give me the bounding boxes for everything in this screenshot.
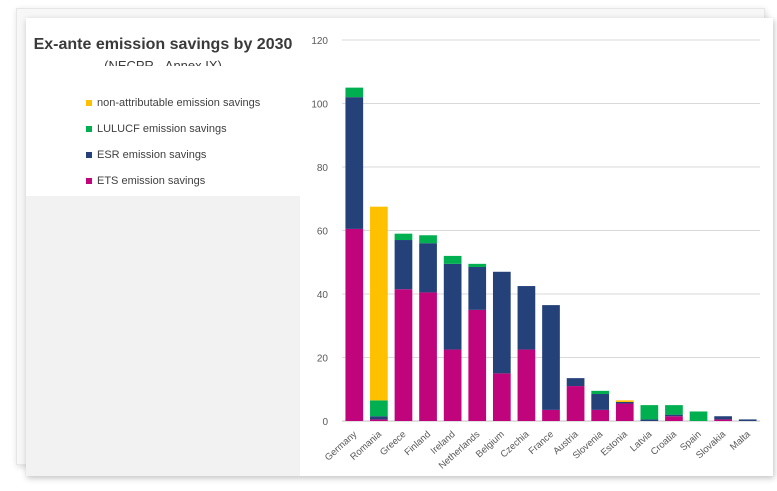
bar-segment	[714, 419, 732, 421]
x-tick-label: Croatia	[649, 429, 680, 458]
bar-segment	[640, 419, 659, 421]
bar-segment	[394, 233, 413, 241]
x-tick-label: France	[527, 429, 556, 457]
bar-segment	[665, 414, 683, 417]
legend-item-ets: ETS emission savings	[86, 175, 205, 187]
bar-segment	[665, 416, 683, 421]
bar-segment	[468, 263, 487, 268]
bar-segment	[591, 394, 610, 410]
bar-segment	[615, 400, 634, 402]
y-tick-label: 0	[322, 417, 328, 428]
bar-segment	[443, 255, 462, 264]
legend-label-esr: ESR emission savings	[97, 149, 207, 161]
bar-segment	[443, 349, 462, 421]
bar-segment	[566, 378, 585, 387]
bar-segment	[591, 409, 610, 421]
bar-segment	[615, 401, 634, 404]
bar-segment	[517, 349, 536, 421]
legend-item-lulucf: LULUCF emission savings	[86, 123, 227, 135]
bar-segment	[345, 228, 364, 421]
x-tick-label: Malta	[728, 429, 753, 453]
chart-area: 0 20 40 60 80 100 120 Germany Romania Greece Finla…	[300, 18, 773, 476]
bar-segment	[542, 305, 560, 410]
bar-segment	[566, 386, 585, 421]
bar-segment	[419, 292, 437, 421]
bar-segment	[370, 206, 388, 401]
bar-segment	[419, 235, 437, 244]
bar-segment	[591, 390, 610, 395]
y-tick-label: 100	[311, 100, 328, 111]
x-tick-label: Estonia	[599, 429, 630, 459]
bar-segment	[370, 419, 388, 421]
bar-segment	[492, 271, 511, 374]
bar-segment	[345, 87, 364, 98]
bar-segment	[394, 289, 413, 421]
x-tick-label: Finland	[403, 429, 434, 458]
legend-item-esr: ESR emission savings	[86, 149, 206, 161]
legend-swatch-esr	[86, 152, 92, 158]
bar-segment	[345, 97, 364, 229]
bar-segment	[468, 309, 487, 421]
legend-swatch-non-attributable	[86, 100, 92, 106]
bar-segment	[394, 240, 413, 290]
chart-title: Ex-ante emission savings by 2030	[33, 36, 293, 53]
x-tick-label: Greece	[378, 429, 409, 458]
legend-label-non-attributable: non-attributable emission savings	[97, 97, 261, 109]
y-tick-label: 60	[317, 227, 329, 238]
y-tick-label: 80	[317, 163, 329, 174]
bar-segment	[443, 263, 462, 350]
bar-segment	[689, 411, 708, 421]
bar-segment	[542, 409, 560, 421]
legend-swatch-ets	[86, 178, 92, 184]
bar-segment	[615, 403, 634, 421]
bar-segment	[665, 405, 683, 415]
legend-swatch-lulucf	[86, 126, 92, 132]
legend-label-lulucf: LULUCF emission savings	[97, 123, 227, 135]
bar-segment	[468, 267, 487, 310]
y-tick-label: 20	[317, 354, 329, 365]
legend: non-attributable emission savings LULUCF…	[26, 66, 300, 196]
bar-segment	[492, 373, 511, 421]
x-tick-label: Czechia	[499, 429, 532, 461]
bar-segment	[714, 416, 732, 420]
y-tick-label: 40	[317, 290, 329, 301]
bar-segment	[370, 416, 388, 420]
legend-item-non-attributable: non-attributable emission savings	[86, 97, 260, 109]
bar-segment	[640, 405, 659, 420]
y-tick-label: 120	[311, 36, 328, 47]
chart-svg: 020406080100120GermanyRomaniaGreeceFinla…	[311, 36, 760, 472]
legend-label-ets: ETS emission savings	[97, 175, 206, 187]
bar-segment	[370, 400, 388, 417]
bar-segment	[517, 286, 536, 350]
bar-segment	[419, 243, 437, 293]
bar-segment	[738, 419, 757, 421]
